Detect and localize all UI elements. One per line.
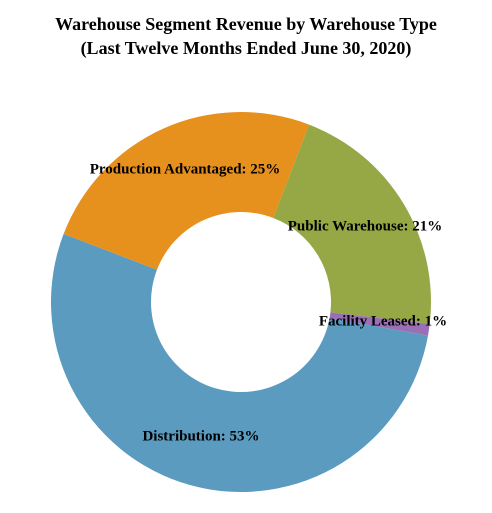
slice-label: Facility Leased: 1% [319, 313, 447, 329]
donut-slice [50, 233, 428, 493]
slice-label: Public Warehouse: 21% [288, 218, 442, 234]
donut-slice [63, 112, 310, 270]
slice-label: Distribution: 53% [142, 428, 259, 444]
donut-slice [329, 312, 430, 336]
chart-title: Warehouse Segment Revenue by Warehouse T… [55, 14, 437, 34]
slice-label: Production Advantaged: 25% [90, 161, 281, 177]
donut-slice [273, 124, 431, 324]
chart-subtitle: (Last Twelve Months Ended June 30, 2020) [81, 38, 412, 59]
